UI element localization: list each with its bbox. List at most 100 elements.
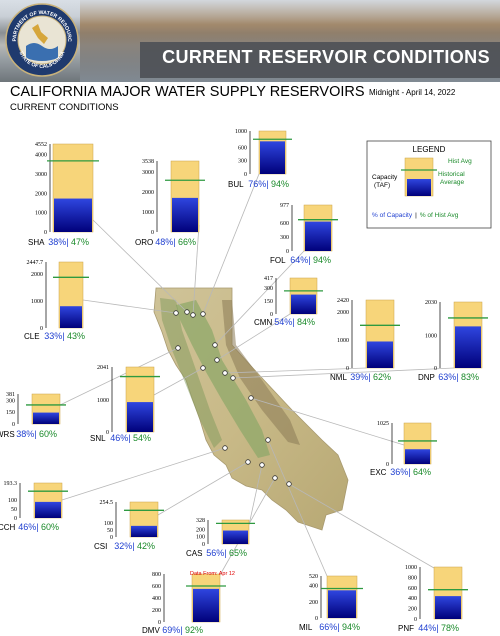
pct-hist-avg-sha: 47% xyxy=(71,237,89,247)
tick-dmv-600: 600 xyxy=(152,584,161,590)
coast-range xyxy=(160,298,222,448)
pct-hist-avg-exc: 64% xyxy=(413,467,431,477)
pct-capacity-csi: 32% xyxy=(114,541,132,551)
leader-line-oro xyxy=(192,224,200,316)
capacity-label-cas: 328 xyxy=(196,518,205,524)
capacity-label-dmv: 800 xyxy=(152,572,161,578)
pct-row-oro: 48%| 66% xyxy=(155,237,196,247)
code-label-dmv: DMV xyxy=(142,626,160,635)
leader-line-cch xyxy=(61,447,226,501)
pct-hist-avg-nml: 62% xyxy=(373,372,391,382)
tick-mil-400: 400 xyxy=(309,584,318,590)
tick-cle-1000: 1000 xyxy=(31,299,43,305)
leader-line-nml xyxy=(224,367,367,374)
reservoir-point-bul xyxy=(200,311,206,317)
code-label-fol: FOL xyxy=(270,256,286,265)
tick-pnf-400: 400 xyxy=(408,596,417,602)
report-date: Midnight - April 14, 2022 xyxy=(369,88,456,97)
tick-mil-200: 200 xyxy=(309,600,318,606)
code-label-exc: EXC xyxy=(370,468,387,477)
pct-separator-dnp: | xyxy=(456,372,461,382)
pct-separator-oro: | xyxy=(173,237,178,247)
pct-row-mil: 66%| 94% xyxy=(319,622,360,632)
pct-row-pnf: 44%| 78% xyxy=(418,623,459,633)
reservoir-fol: 977 0 300 600 FOL 64%| 94% xyxy=(270,203,338,265)
pct-separator-cmn: | xyxy=(292,317,297,327)
pct-capacity-mil: 66% xyxy=(319,622,337,632)
reservoir-point-cle xyxy=(173,310,179,316)
pct-hist-avg-cas: 65% xyxy=(229,548,247,558)
bar-storage-pnf xyxy=(435,596,461,619)
code-label-nml: NML xyxy=(330,373,347,382)
tick-pnf-800: 800 xyxy=(408,575,417,581)
legend-capacity-label: Capacity xyxy=(372,174,398,181)
reservoir-point-exc xyxy=(248,395,254,401)
pct-capacity-snl: 46% xyxy=(110,433,128,443)
capacity-label-nml: 2420 xyxy=(337,298,349,304)
pct-capacity-oro: 48% xyxy=(155,237,173,247)
leader-line-exc xyxy=(250,397,405,446)
tick-nml-0: 0 xyxy=(346,366,349,372)
tick-pnf-200: 200 xyxy=(408,607,417,613)
pct-separator-pnf: | xyxy=(436,623,441,633)
leader-line-mil xyxy=(267,439,328,577)
pct-separator-exc: | xyxy=(408,467,413,477)
reservoir-pnf: 1000 0 200 400 600 800 PNF 44%| 78% xyxy=(398,565,468,633)
reservoir-mil: 520 0 200 400 MIL 66%| 94% xyxy=(299,574,363,632)
tick-wrs-0: 0 xyxy=(12,422,15,428)
reservoir-wrs: 381 0 150 300 WRS38%| 60% xyxy=(0,392,66,439)
pct-row-dnp: 63%| 83% xyxy=(438,372,479,382)
bar-storage-mil xyxy=(328,590,356,618)
pct-capacity-pnf: 44% xyxy=(418,623,436,633)
tick-sha-0: 0 xyxy=(44,230,47,236)
capacity-label-exc: 1025 xyxy=(377,421,389,427)
reservoir-point-wrs xyxy=(175,345,181,351)
tick-nml-2000: 2000 xyxy=(337,310,349,316)
tick-fol-600: 600 xyxy=(280,221,289,227)
sierra-range xyxy=(222,300,300,445)
tick-oro-0: 0 xyxy=(151,230,154,236)
capacity-label-snl: 2041 xyxy=(97,365,109,371)
leader-line-bul xyxy=(202,173,260,315)
tick-csi-100: 100 xyxy=(104,521,113,527)
leader-line-pnf xyxy=(288,483,435,569)
tick-cle-0: 0 xyxy=(40,326,43,332)
reservoir-dmv: 800 0 200 400 600 DMV 69%| 92% Data From: Apr 1… xyxy=(142,571,235,635)
pct-separator-nml: | xyxy=(368,372,373,382)
pct-capacity-wrs: 38% xyxy=(16,429,34,439)
pct-capacity-exc: 36% xyxy=(390,467,408,477)
page-title: CALIFORNIA MAJOR WATER SUPPLY RESERVOIRS xyxy=(10,84,365,100)
tick-dmv-400: 400 xyxy=(152,596,161,602)
pct-hist-avg-mil: 94% xyxy=(342,622,360,632)
tick-cch-50: 50 xyxy=(11,507,17,513)
pct-hist-avg-cch: 60% xyxy=(41,522,59,532)
pct-capacity-cas: 56% xyxy=(206,548,224,558)
pct-hist-avg-wrs: 60% xyxy=(39,429,57,439)
bar-storage-wrs xyxy=(33,412,59,424)
tick-bul-300: 300 xyxy=(238,159,247,165)
tick-snl-0: 0 xyxy=(106,430,109,436)
capacity-label-wrs: 381 xyxy=(6,392,15,398)
bar-storage-exc xyxy=(405,449,430,464)
central-valley xyxy=(176,300,270,458)
code-label-sha: SHA xyxy=(28,238,45,247)
tick-mil-0: 0 xyxy=(315,616,318,622)
bar-storage-cmn xyxy=(291,294,316,314)
leader-line-cle xyxy=(82,299,177,314)
capacity-label-pnf: 1000 xyxy=(405,565,417,571)
header-banner: CURRENT RESERVOIR CONDITIONS DEPARTMENT … xyxy=(0,0,500,82)
code-label-cmn: CMN xyxy=(254,318,272,327)
tick-snl-1000: 1000 xyxy=(97,398,109,404)
pct-capacity-nml: 39% xyxy=(350,372,368,382)
capacity-label-fol: 977 xyxy=(280,203,289,209)
tick-wrs-300: 300 xyxy=(6,398,15,404)
reservoir-locations xyxy=(173,309,292,487)
pct-row-sha: 38%| 47% xyxy=(48,237,89,247)
tick-cch-100: 100 xyxy=(8,498,17,504)
capacity-label-dnp: 2030 xyxy=(425,300,437,306)
pct-capacity-dnp: 63% xyxy=(438,372,456,382)
capacity-label-sha: 4552 xyxy=(35,142,47,148)
